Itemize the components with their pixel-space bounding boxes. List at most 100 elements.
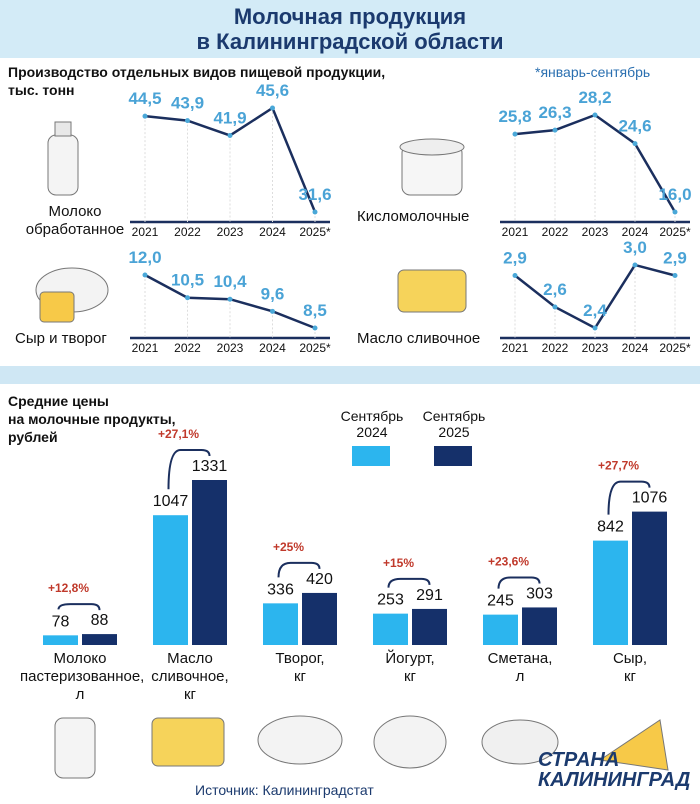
point bbox=[312, 325, 318, 331]
growth-label: +25% bbox=[273, 540, 304, 554]
value-label: 10,5 bbox=[171, 271, 204, 290]
x-tick-label: Творог, кг bbox=[275, 650, 325, 685]
growth-bracket bbox=[167, 449, 211, 490]
chart-title: Масло сливочное bbox=[357, 330, 481, 347]
x-tick-label: 2024 bbox=[259, 341, 286, 355]
point bbox=[512, 131, 518, 137]
growth-label: +23,6% bbox=[488, 554, 529, 568]
point bbox=[185, 295, 190, 301]
legend-label: Сентябрь 2025 bbox=[422, 408, 486, 440]
x-tick-label: 2023 bbox=[217, 225, 244, 239]
bar bbox=[263, 603, 298, 645]
x-tick-label: 2021 bbox=[502, 225, 529, 239]
growth-bracket bbox=[277, 561, 321, 578]
x-tick-label: 2022 bbox=[542, 341, 569, 355]
page-title: Молочная продукция в Калининградской обл… bbox=[196, 4, 504, 54]
x-tick-label: 2024 bbox=[622, 341, 649, 355]
bar bbox=[373, 613, 408, 645]
value-label: 28,2 bbox=[578, 88, 611, 107]
growth-bracket bbox=[607, 480, 651, 515]
point bbox=[512, 273, 518, 278]
point bbox=[592, 325, 598, 331]
x-tick-label: 2023 bbox=[582, 225, 609, 239]
x-tick-label: 2022 bbox=[174, 225, 201, 239]
growth-label: +27,7% bbox=[598, 459, 639, 473]
x-tick-label: 2024 bbox=[622, 225, 649, 239]
x-tick-label: 2021 bbox=[502, 341, 529, 355]
value-label: 88 bbox=[91, 612, 109, 629]
point bbox=[672, 209, 678, 215]
source: Источник: Калининградстат bbox=[195, 782, 374, 798]
chart-title: Кисломолочные bbox=[357, 208, 470, 225]
value-label: 26,3 bbox=[538, 103, 571, 122]
value-label: 1047 bbox=[153, 493, 189, 510]
growth-bracket bbox=[57, 603, 101, 611]
bar bbox=[412, 608, 447, 645]
bar bbox=[192, 480, 227, 645]
bar bbox=[522, 607, 557, 645]
value-label: 245 bbox=[487, 593, 514, 610]
value-label: 24,6 bbox=[618, 117, 651, 136]
value-label: 2,4 bbox=[583, 301, 607, 320]
value-label: 303 bbox=[526, 585, 553, 602]
chart-title: Молоко обработанное bbox=[25, 203, 125, 238]
value-label: 12,0 bbox=[128, 248, 161, 267]
point bbox=[227, 296, 233, 302]
point bbox=[552, 127, 558, 133]
x-tick-label: Сметана, л bbox=[487, 650, 553, 685]
growth-label: +12,8% bbox=[48, 581, 89, 595]
value-label: 2,9 bbox=[663, 249, 687, 268]
x-tick-label: 2022 bbox=[542, 225, 569, 239]
value-label: 10,4 bbox=[213, 272, 247, 291]
value-label: 8,5 bbox=[303, 301, 327, 320]
point bbox=[672, 273, 678, 278]
point bbox=[552, 304, 558, 310]
x-tick-label: 2024 bbox=[259, 225, 286, 239]
bar bbox=[153, 515, 188, 645]
point bbox=[270, 105, 275, 111]
watermark: СТРАНА КАЛИНИНГРАД bbox=[538, 749, 691, 791]
value-label: 253 bbox=[377, 592, 404, 609]
value-label: 31,6 bbox=[298, 185, 331, 204]
value-label: 2,6 bbox=[543, 280, 567, 299]
section-heading: Производство отдельных видов пищевой про… bbox=[8, 64, 386, 98]
value-label: 1076 bbox=[632, 490, 668, 507]
point bbox=[270, 308, 275, 314]
value-label: 842 bbox=[597, 519, 624, 536]
x-tick-label: Молоко пастеризованное, л bbox=[20, 650, 145, 703]
bar bbox=[593, 540, 628, 645]
value-label: 9,6 bbox=[261, 284, 285, 303]
bar bbox=[483, 614, 518, 645]
value-label: 336 bbox=[267, 581, 294, 598]
icons bbox=[35, 121, 669, 779]
value-label: 44,5 bbox=[128, 89, 161, 108]
value-label: 420 bbox=[306, 571, 333, 588]
growth-bracket bbox=[387, 577, 431, 588]
point bbox=[142, 272, 148, 278]
value-label: 16,0 bbox=[658, 185, 691, 204]
legend-swatch bbox=[352, 446, 390, 466]
separator-band bbox=[0, 366, 700, 384]
point bbox=[632, 262, 638, 268]
bar bbox=[43, 635, 78, 645]
point bbox=[227, 132, 233, 138]
x-tick-label: 2023 bbox=[217, 341, 244, 355]
value-label: 45,6 bbox=[256, 81, 289, 100]
x-tick-label: Сыр, кг bbox=[612, 650, 648, 685]
legend-label: Сентябрь 2024 bbox=[340, 408, 404, 440]
growth-bracket bbox=[497, 576, 541, 589]
chart-title: Средние цены на молочные продукты, рубле… bbox=[8, 393, 176, 445]
value-label: 2,9 bbox=[503, 249, 527, 268]
bar bbox=[302, 592, 337, 645]
value-label: 3,0 bbox=[623, 238, 647, 257]
x-tick-label: 2025* bbox=[659, 341, 691, 355]
point bbox=[142, 113, 148, 119]
x-tick-label: 2025* bbox=[299, 341, 331, 355]
bar bbox=[82, 634, 117, 645]
growth-label: +15% bbox=[383, 556, 414, 570]
value-label: 291 bbox=[416, 587, 443, 604]
title-band bbox=[0, 0, 700, 58]
value-label: 43,9 bbox=[171, 94, 204, 113]
